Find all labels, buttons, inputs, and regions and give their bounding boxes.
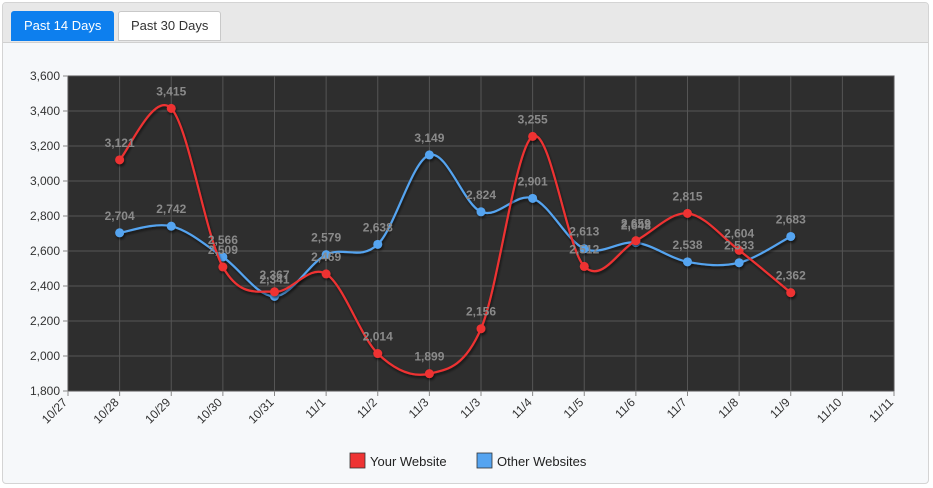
x-tick-label: 11/4 (509, 395, 535, 421)
x-tick-label: 10/29 (142, 395, 173, 426)
y-tick-label: 3,200 (30, 139, 60, 153)
series-line (119, 153, 792, 298)
data-label: 2,824 (466, 188, 496, 202)
data-label: 2,901 (518, 174, 548, 188)
legend-label: Other Websites (497, 454, 587, 469)
series-other-websites (115, 150, 796, 301)
data-point (321, 269, 331, 279)
data-label: 2,533 (724, 239, 754, 253)
y-tick-label: 3,600 (30, 69, 60, 83)
x-tick-label: 11/1 (302, 395, 328, 421)
data-label: 2,604 (724, 226, 754, 240)
data-label: 2,648 (621, 219, 651, 233)
data-point (115, 155, 125, 165)
data-point (321, 250, 331, 260)
data-point (373, 349, 383, 359)
tab-bar: Past 14 Days Past 30 Days (3, 3, 928, 43)
data-label: 2,815 (672, 189, 702, 203)
y-tick-label: 2,800 (30, 209, 60, 223)
data-point (476, 324, 486, 334)
data-label: 3,149 (414, 131, 444, 145)
data-label: 2,638 (363, 220, 393, 234)
data-label: 2,512 (569, 242, 599, 256)
data-label: 2,704 (105, 209, 135, 223)
y-tick-label: 1,800 (30, 384, 60, 398)
tab-past-14-days[interactable]: Past 14 Days (11, 11, 115, 41)
x-tick-label: 11/6 (612, 395, 638, 421)
data-point (373, 239, 383, 249)
series-your-website (115, 103, 796, 379)
data-label: 1,899 (414, 350, 444, 364)
data-point (115, 228, 125, 238)
data-point (786, 288, 796, 298)
data-point (683, 257, 692, 267)
data-label: 2,509 (208, 243, 238, 257)
data-point (734, 245, 744, 255)
x-tick-label: 11/2 (354, 395, 380, 421)
data-point (476, 207, 486, 217)
data-label: 2,742 (156, 202, 186, 216)
x-tick-label: 10/31 (245, 395, 276, 426)
y-tick-label: 3,400 (30, 104, 60, 118)
data-point (424, 369, 434, 379)
data-label: 2,014 (363, 330, 393, 344)
data-point (528, 131, 538, 141)
data-point (528, 193, 538, 203)
data-point (218, 262, 228, 272)
data-label: 2,566 (208, 233, 238, 247)
tab-past-30-days[interactable]: Past 30 Days (118, 11, 222, 41)
data-label: 3,255 (518, 112, 548, 126)
x-tick-label: 11/3 (406, 395, 432, 421)
data-label: 2,613 (569, 225, 599, 239)
y-tick-label: 2,000 (30, 349, 60, 363)
data-labels: 2,704 2,742 2,566 2,341 2,579 2,638 3,149 2,824… (105, 84, 806, 363)
y-tick-label: 2,200 (30, 314, 60, 328)
data-point (218, 252, 228, 262)
data-point (734, 258, 744, 268)
x-tick-label: 10/30 (194, 395, 225, 426)
legend-swatch (476, 452, 493, 469)
data-point (683, 208, 692, 218)
x-tick-label: 11/10 (814, 395, 845, 426)
data-label: 3,415 (156, 84, 186, 98)
data-point (579, 261, 589, 271)
x-tick-label: 10/27 (39, 395, 70, 426)
data-point (166, 103, 176, 113)
data-label: 2,469 (311, 250, 341, 264)
data-point (270, 287, 279, 297)
data-point (424, 150, 434, 160)
legend-swatch (349, 452, 366, 469)
data-point (166, 221, 176, 231)
data-label: 3,121 (105, 136, 135, 150)
data-label: 2,341 (259, 272, 289, 286)
data-label: 2,659 (621, 217, 651, 231)
data-label: 2,579 (311, 231, 341, 245)
x-tick-label: 11/5 (561, 395, 587, 421)
data-label: 2,362 (776, 269, 806, 283)
data-point (786, 231, 796, 241)
legend: Your Website Other Websites (349, 452, 587, 469)
data-point (579, 244, 589, 254)
legend-label: Your Website (370, 454, 447, 469)
series-line (118, 104, 792, 376)
y-tick-label: 2,600 (30, 244, 60, 258)
x-tick-label: 11/8 (715, 395, 741, 421)
data-label: 2,367 (259, 268, 289, 282)
data-label: 2,683 (776, 212, 806, 226)
data-label: 2,156 (466, 305, 496, 319)
data-label: 2,538 (672, 238, 702, 252)
x-tick-label: 11/9 (767, 395, 793, 421)
y-tick-label: 2,400 (30, 279, 60, 293)
x-tick-label: 11/11 (866, 395, 896, 425)
x-tick-label: 11/7 (664, 395, 690, 421)
x-tick-label: 10/28 (91, 395, 122, 426)
y-tick-label: 3,000 (30, 174, 60, 188)
x-tick-label: 11/3 (457, 395, 483, 421)
series (115, 103, 796, 379)
data-point (631, 236, 641, 246)
